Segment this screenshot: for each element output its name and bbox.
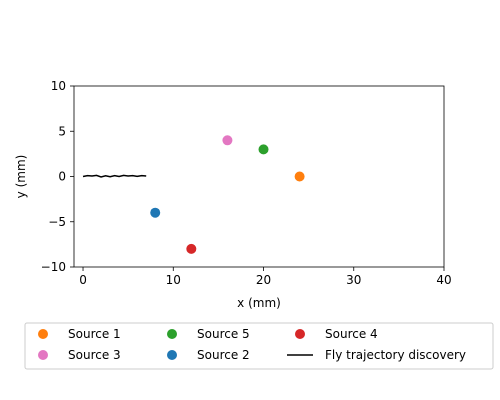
data-point-source-3 <box>222 135 233 146</box>
legend-frame <box>24 322 494 370</box>
legend: Source 1 Source 3 Source 5 Source 2 Source 4… <box>24 322 494 370</box>
legend-marker <box>167 329 177 339</box>
y-tick-label: 5 <box>58 124 66 138</box>
data-point-source-5 <box>258 144 269 155</box>
plot-area <box>82 135 305 254</box>
data-point-source-4 <box>186 243 197 254</box>
x-tick-label: 20 <box>256 273 271 287</box>
legend-marker <box>295 329 305 339</box>
y-tick-label: 0 <box>58 170 66 184</box>
data-point-source-2 <box>150 207 161 218</box>
legend-label: Source 5 <box>197 327 250 341</box>
legend-marker <box>167 350 177 360</box>
x-tick-label: 30 <box>346 273 361 287</box>
x-axis-label: x (mm) <box>237 296 281 310</box>
legend-label: Source 2 <box>197 348 250 362</box>
legend-marker <box>38 350 48 360</box>
x-tick-label: 10 <box>166 273 181 287</box>
y-axis-label: y (mm) <box>14 155 28 199</box>
legend-label: Source 3 <box>68 348 121 362</box>
x-tick-label: 0 <box>79 273 87 287</box>
y-tick-label: −5 <box>48 215 66 229</box>
legend-marker <box>38 329 48 339</box>
data-point-source-1 <box>294 171 305 182</box>
x-tick-label: 40 <box>436 273 451 287</box>
axes: 0 10 20 30 40 −10 −5 0 5 10 x (mm) y (mm) <box>14 79 452 310</box>
y-tick-label: −10 <box>41 260 66 274</box>
legend-label: Source 1 <box>68 327 121 341</box>
legend-label: Fly trajectory discovery <box>325 348 466 362</box>
y-tick-label: 10 <box>51 79 66 93</box>
legend-label: Source 4 <box>325 327 378 341</box>
series-line-trajectory <box>82 174 147 178</box>
